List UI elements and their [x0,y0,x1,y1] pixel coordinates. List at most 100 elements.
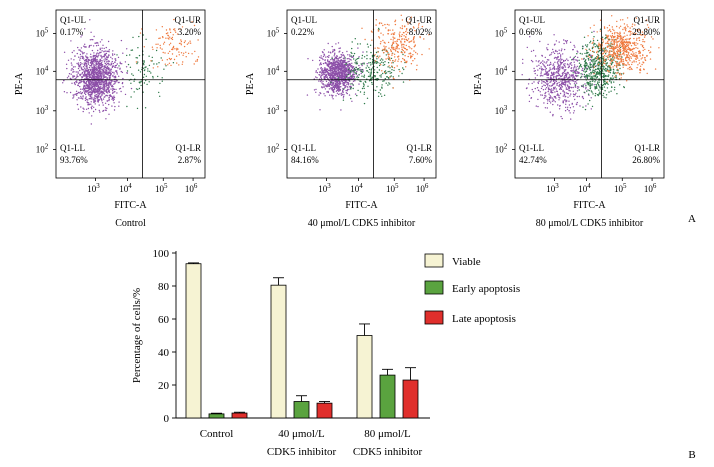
event-dot [181,26,184,28]
event-dot [337,75,340,78]
event-dot [346,92,348,95]
event-dot [634,24,636,26]
event-dot [555,71,558,73]
event-dot [133,80,135,82]
event-dot [89,94,92,96]
event-dot [556,50,558,53]
event-dot [341,73,344,75]
event-dot [384,42,386,44]
event-dot [540,61,542,63]
event-dot [331,84,333,87]
y-tick-label: 80 [158,281,170,293]
event-dot [79,53,82,56]
event-dot [344,57,346,59]
event-dot [630,49,632,52]
event-dot [408,18,411,20]
event-dot [546,72,549,74]
event-dot [594,86,596,88]
event-dot [604,47,607,49]
event-dot [83,58,85,60]
event-dot [99,60,101,62]
event-dot [638,29,640,31]
event-dot [355,63,357,65]
event-dot [88,79,90,82]
event-dot [565,92,567,94]
event-dot [627,53,630,55]
event-dot [88,66,91,69]
event-dot [616,93,618,95]
event-dot [381,84,383,86]
event-dot [103,67,106,69]
event-dot [360,63,362,65]
event-dot [530,50,533,52]
event-dot [103,68,105,70]
event-dot [332,63,334,66]
condition-label: 80 μmol/L CDK5 inhibitor [536,218,644,229]
event-dot [579,105,581,107]
event-dot [366,58,368,60]
event-dot [531,82,533,85]
event-dot [586,90,588,92]
event-dot [589,40,592,42]
event-dot [606,35,608,37]
event-dot [607,75,609,78]
event-dot [549,95,551,97]
event-dot [346,64,348,67]
event-dot [92,84,94,86]
event-dot [585,86,587,89]
event-dot [121,82,124,84]
event-dot [90,77,93,80]
event-dot [96,71,98,74]
event-dot [586,68,588,70]
event-dot [392,60,394,62]
event-dot [581,58,583,60]
event-dot [116,80,119,82]
event-dot [67,59,70,61]
event-dot [598,81,600,83]
event-dot [111,84,113,87]
event-dot [591,47,594,50]
event-dot [606,50,609,52]
event-dot [388,65,390,67]
event-dot [345,69,347,71]
event-dot [92,100,95,102]
event-dot [77,71,79,73]
event-dot [346,83,348,86]
event-dot [94,90,96,92]
event-dot [365,67,367,69]
event-dot [335,43,337,45]
event-dot [377,95,380,98]
event-dot [94,54,96,57]
event-dot [324,61,327,64]
event-dot [95,53,98,55]
y-tick-label: 102 [495,142,508,154]
event-dot [115,70,117,72]
event-dot [104,76,106,79]
event-dot [394,19,397,21]
event-dot [557,59,560,61]
event-dot [544,107,547,109]
event-dot [587,82,590,84]
event-dot [539,67,541,70]
event-dot [336,66,338,69]
event-dot [398,38,400,41]
event-dot [635,39,638,41]
event-dot [357,57,360,59]
event-dot [569,112,571,114]
event-dot [361,64,363,67]
event-dot [622,36,624,38]
event-dot [126,72,128,74]
event-dot [601,36,604,38]
event-dot [350,69,352,71]
event-dot [129,54,131,56]
event-dot [615,76,618,78]
event-dot [119,67,121,70]
event-dot [584,44,587,46]
event-dot [94,59,97,62]
event-dot [569,41,572,43]
event-dot [397,44,399,47]
event-dot [102,85,105,88]
event-dot [602,94,604,97]
event-dot [111,96,113,98]
event-dot [370,71,372,73]
